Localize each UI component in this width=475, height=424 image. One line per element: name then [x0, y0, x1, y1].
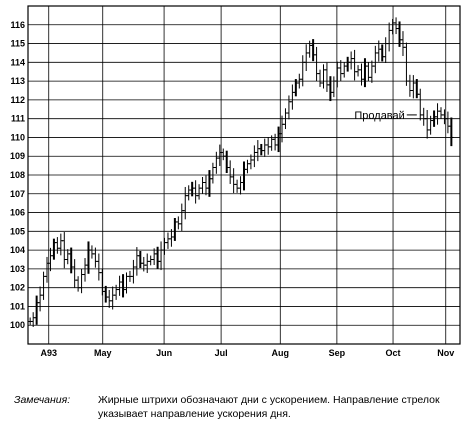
- plot-frame: [27, 5, 461, 345]
- y-tick-label: 104: [10, 245, 25, 255]
- x-tick-label: Nov: [437, 348, 454, 358]
- x-tick-label: Sep: [329, 348, 346, 358]
- x-tick-label: A93: [40, 348, 57, 358]
- y-tick-label: 103: [10, 264, 25, 274]
- y-axis: 100 101 102 103 104 105 106 107 108 109 110 111 112 1…: [10, 20, 25, 330]
- y-tick-label: 101: [10, 301, 25, 311]
- y-tick-label: 112: [10, 95, 25, 105]
- y-tick-label: 110: [10, 132, 25, 142]
- x-tick-label: Jun: [156, 348, 172, 358]
- y-tick-label: 107: [10, 189, 25, 199]
- y-tick-label: 100: [10, 320, 25, 330]
- price-bar: [449, 117, 454, 147]
- y-tick-label: 113: [10, 76, 25, 86]
- sell-label: Продавай: [354, 110, 404, 122]
- x-axis: A93 May Jun Jul Aug Sep Oct Nov: [40, 348, 454, 358]
- note-label: Замечания:: [14, 394, 71, 406]
- y-tick-label: 114: [10, 57, 25, 67]
- y-tick-label: 105: [10, 226, 25, 236]
- x-tick-label: Jul: [215, 348, 228, 358]
- grid: [28, 6, 460, 344]
- note-text: Жирные штрихи обозначают дни с ускорение…: [98, 394, 440, 420]
- x-tick-label: May: [94, 348, 112, 358]
- y-tick-label: 116: [10, 20, 25, 30]
- y-tick-label: 108: [10, 170, 25, 180]
- sell-annotation: Продавай: [354, 110, 417, 122]
- y-tick-label: 111: [11, 114, 25, 124]
- x-tick-label: Aug: [272, 348, 290, 358]
- y-tick-label: 115: [10, 39, 25, 49]
- price-bars: [27, 17, 454, 327]
- y-tick-label: 102: [10, 283, 25, 293]
- x-tick-label: Oct: [386, 348, 401, 358]
- y-tick-label: 106: [10, 208, 25, 218]
- y-tick-label: 109: [10, 151, 25, 161]
